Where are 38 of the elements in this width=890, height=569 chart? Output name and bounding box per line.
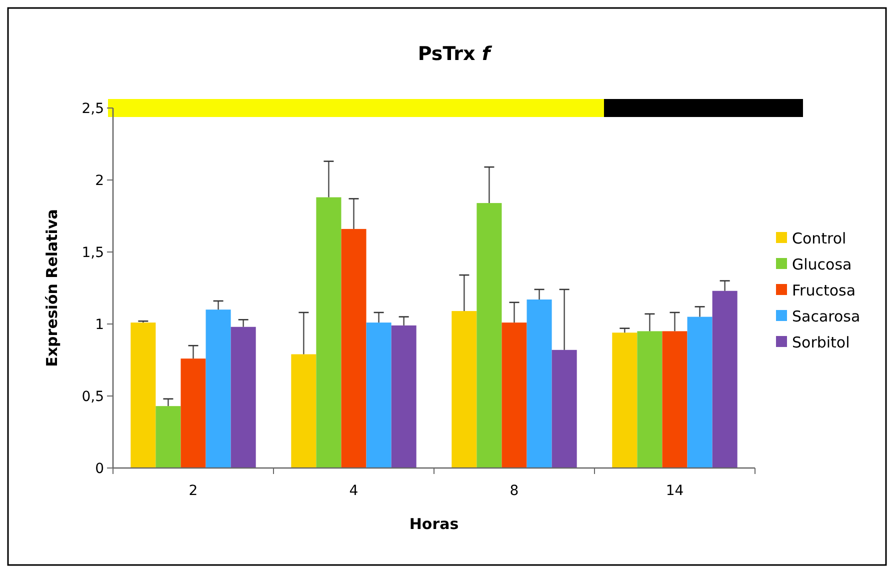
bar <box>687 316 712 468</box>
legend-label: Fructosa <box>792 281 856 300</box>
bar <box>712 290 738 468</box>
bar <box>552 350 577 468</box>
bar <box>366 322 392 468</box>
y-axis-title: Expresión Relativa <box>43 209 61 367</box>
x-tick-label: 2 <box>188 483 198 499</box>
legend-label: Sorbitol <box>792 333 850 352</box>
bar <box>206 310 231 468</box>
bar <box>476 203 502 468</box>
y-tick-label: 2,5 <box>82 100 104 117</box>
bar <box>526 300 552 468</box>
bar <box>391 325 416 468</box>
bar <box>156 406 181 468</box>
bar <box>452 311 477 468</box>
legend-label: Glucosa <box>792 255 852 274</box>
bar <box>291 354 316 468</box>
x-tick-label: 4 <box>349 483 358 499</box>
y-tick-label: 0 <box>95 460 104 477</box>
bar <box>180 358 206 468</box>
bar <box>341 228 366 468</box>
bar <box>662 331 688 468</box>
bar <box>130 322 156 468</box>
bar <box>637 331 662 468</box>
bar <box>230 326 256 468</box>
bar <box>612 332 638 468</box>
x-axis-title: Horas <box>409 515 459 533</box>
bar <box>502 322 527 468</box>
bar <box>316 197 342 468</box>
legend-label: Control <box>792 229 846 248</box>
x-tick-label: 8 <box>510 483 519 499</box>
y-tick-label: 0,5 <box>82 388 104 405</box>
y-tick-label: 1,5 <box>82 244 104 261</box>
x-tick-label: 14 <box>666 483 684 499</box>
legend-label: Sacarosa <box>792 307 860 326</box>
chart-title: PsTrx f <box>418 43 493 65</box>
y-tick-label: 1 <box>95 316 104 333</box>
y-tick-label: 2 <box>95 172 104 189</box>
